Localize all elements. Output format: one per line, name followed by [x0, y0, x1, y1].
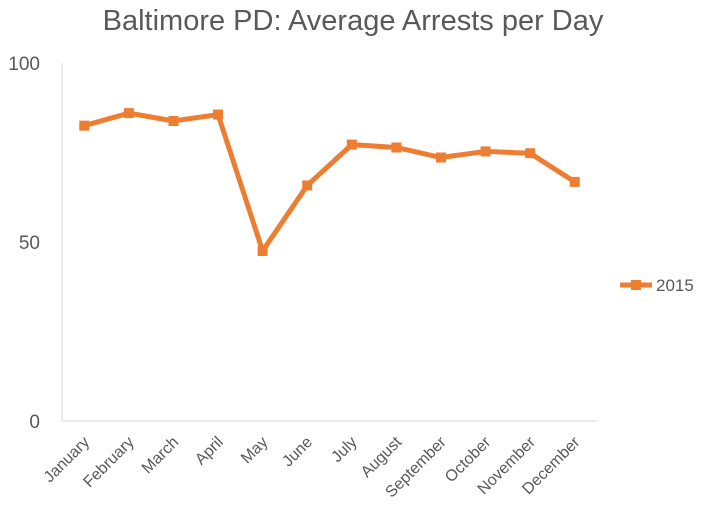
data-point-february — [123, 108, 134, 119]
series-layer — [79, 108, 580, 256]
y-tick-label: 0 — [29, 412, 40, 433]
legend-marker — [631, 280, 641, 290]
data-point-november — [525, 148, 536, 159]
data-point-september — [435, 152, 446, 163]
legend: 2015 — [620, 276, 694, 295]
data-point-december — [569, 176, 580, 187]
data-point-june — [302, 180, 313, 191]
data-point-may — [257, 245, 268, 256]
data-point-april — [213, 109, 224, 120]
x-tick-label: April — [192, 434, 227, 469]
x-tick-label: May — [238, 434, 271, 467]
data-point-july — [346, 139, 357, 150]
x-tick-label: July — [328, 434, 360, 466]
y-tick-label: 100 — [8, 54, 40, 75]
series-line-2015 — [81, 110, 578, 254]
data-point-january — [79, 120, 90, 131]
data-point-october — [480, 146, 491, 157]
x-tick-label: March — [139, 434, 182, 477]
x-tick-label: June — [279, 434, 316, 471]
data-point-august — [391, 142, 402, 153]
chart-title: Baltimore PD: Average Arrests per Day — [103, 5, 604, 37]
legend-label: 2015 — [656, 276, 694, 295]
data-point-march — [168, 115, 179, 126]
y-tick-label: 50 — [19, 233, 40, 254]
